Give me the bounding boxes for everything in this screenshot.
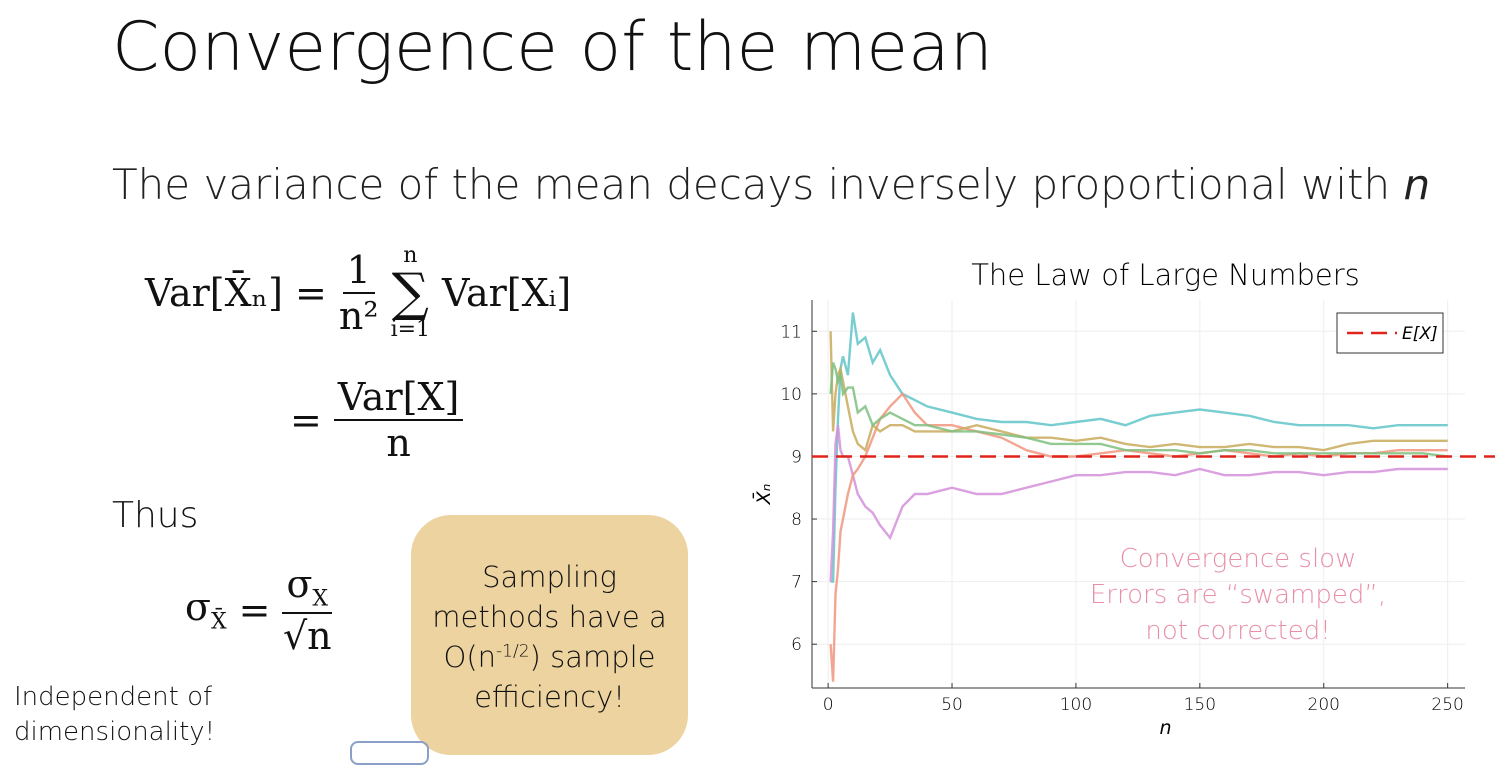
fraction: 1 n² <box>339 248 379 338</box>
sum-bottom: i=1 <box>390 317 431 342</box>
subtitle-text: The variance of the mean decays inversel… <box>112 160 1391 209</box>
eq-sign: = <box>238 587 271 632</box>
note-sup: -1/2 <box>496 641 530 662</box>
x-tick-label: 150 <box>1184 695 1216 715</box>
x-tick-label: 50 <box>941 695 963 715</box>
series-line <box>829 362 1448 458</box>
annotation: Errors are “swamped”, <box>1090 580 1386 610</box>
den: n² <box>338 294 379 338</box>
den: n <box>386 421 411 465</box>
subtitle-var: n <box>1403 160 1431 209</box>
chart: The Law of Large Numbers 0 50 100 150 200 250 6… <box>751 258 1495 739</box>
x-axis-label: n <box>1159 717 1171 739</box>
chart-title: The Law of Large Numbers <box>971 258 1360 292</box>
sigma: σ <box>185 585 211 629</box>
x-tick-label: 0 <box>823 695 834 715</box>
legend-label: E[X] <box>1402 324 1438 344</box>
note-box: Sampling methods have a O(n-1/2) sample … <box>411 515 688 755</box>
series-line <box>830 312 1448 583</box>
slide-title: Convergence of the mean <box>112 8 993 87</box>
fraction: σX √n <box>282 562 333 658</box>
slide: Convergence of the mean The variance of … <box>14 8 1495 765</box>
y-tick-label: 10 <box>780 385 802 405</box>
y-tick-label: 9 <box>791 447 802 467</box>
subtitle: The variance of the mean decays inversel… <box>112 160 1430 209</box>
y-tick-label: 7 <box>791 573 802 593</box>
den: √n <box>282 613 332 658</box>
eq-left: σX̄ <box>185 585 227 635</box>
sum-symbol: ∑ <box>391 263 429 323</box>
x-tick-label: 100 <box>1060 695 1092 715</box>
sigma-sub: X <box>312 586 329 612</box>
thus: Thus <box>112 495 199 536</box>
fraction: Var[X] n <box>333 375 464 465</box>
num: 1 <box>342 248 375 294</box>
sigma-sub: X̄ <box>210 609 227 635</box>
series-line <box>829 392 1448 682</box>
sum-top: n <box>403 243 418 268</box>
series-line <box>829 331 1448 453</box>
y-tick-label: 6 <box>791 635 802 655</box>
x-tick-label: 200 <box>1308 695 1340 715</box>
equation-1: Var[X̄ₙ] = 1 n² n ∑ i=1 Var[Xᵢ] <box>145 245 571 341</box>
sigma: σ <box>286 562 313 606</box>
y-tick-label: 8 <box>791 510 802 530</box>
num: σX <box>282 562 333 614</box>
partial-box <box>350 741 429 765</box>
x-tick-label: 250 <box>1431 695 1463 715</box>
note-text: Sampling methods have a O(n <box>432 560 667 675</box>
equation-3: σX̄ = σX √n <box>185 562 333 658</box>
note-text: ) sample efficiency! <box>474 640 656 715</box>
y-axis-label: X̄ₙ <box>751 484 775 506</box>
num: Var[X] <box>333 375 464 421</box>
y-tick-label: 11 <box>780 322 802 342</box>
eq-left: Var[X̄ₙ] = <box>145 271 327 315</box>
sum: n ∑ i=1 <box>391 245 430 341</box>
annotation: Convergence slow <box>1120 544 1357 574</box>
eq-right: Var[Xᵢ] <box>442 271 572 315</box>
eq-left: = <box>290 398 322 442</box>
footnote: Independent of dimensionality! <box>14 682 216 748</box>
equation-2: = Var[X] n <box>290 375 464 465</box>
annotation: not corrected! <box>1145 616 1330 646</box>
